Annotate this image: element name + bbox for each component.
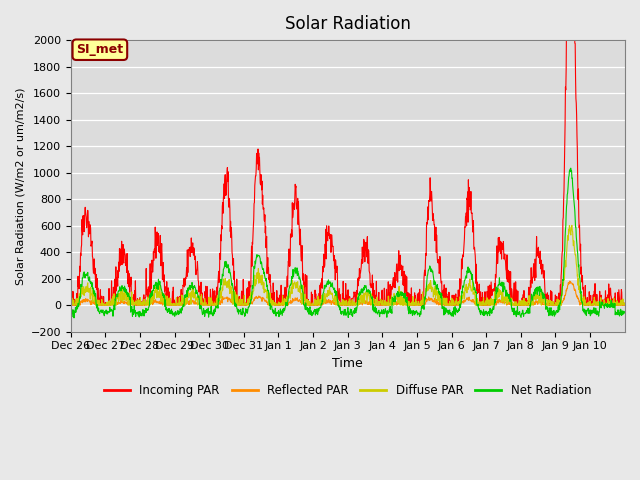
Diffuse PAR <box>67 301 75 307</box>
Diffuse PAR <box>68 302 76 308</box>
Reflected PAR <box>67 301 75 307</box>
Net Radiation <box>560 267 568 273</box>
Net Radiation <box>333 298 341 304</box>
Reflected PAR <box>154 299 161 304</box>
Reflected PAR <box>67 302 75 308</box>
Net Radiation <box>479 312 486 317</box>
Line: Incoming PAR: Incoming PAR <box>71 0 625 305</box>
Net Radiation <box>70 315 78 321</box>
Diffuse PAR <box>568 222 576 228</box>
Incoming PAR <box>323 234 331 240</box>
Incoming PAR <box>67 298 75 304</box>
Incoming PAR <box>621 302 628 308</box>
Net Radiation <box>567 165 575 171</box>
Incoming PAR <box>560 198 568 204</box>
Legend: Incoming PAR, Reflected PAR, Diffuse PAR, Net Radiation: Incoming PAR, Reflected PAR, Diffuse PAR… <box>99 379 596 401</box>
Net Radiation <box>621 309 628 314</box>
X-axis label: Time: Time <box>332 357 363 370</box>
Incoming PAR <box>154 237 161 243</box>
Line: Diffuse PAR: Diffuse PAR <box>71 225 625 305</box>
Reflected PAR <box>560 297 568 303</box>
Diffuse PAR <box>479 302 486 308</box>
Incoming PAR <box>67 302 75 308</box>
Net Radiation <box>323 280 331 286</box>
Incoming PAR <box>479 290 486 296</box>
Reflected PAR <box>323 300 331 305</box>
Diffuse PAR <box>621 300 628 306</box>
Text: SI_met: SI_met <box>76 43 124 56</box>
Diffuse PAR <box>154 294 161 300</box>
Net Radiation <box>614 312 622 318</box>
Incoming PAR <box>614 297 622 303</box>
Diffuse PAR <box>614 302 622 308</box>
Reflected PAR <box>566 278 573 284</box>
Reflected PAR <box>614 302 622 308</box>
Line: Reflected PAR: Reflected PAR <box>71 281 625 305</box>
Net Radiation <box>154 280 161 286</box>
Reflected PAR <box>333 302 341 308</box>
Diffuse PAR <box>333 296 341 301</box>
Diffuse PAR <box>560 280 568 286</box>
Title: Solar Radiation: Solar Radiation <box>285 15 411 33</box>
Net Radiation <box>67 309 75 314</box>
Reflected PAR <box>479 302 486 308</box>
Incoming PAR <box>333 271 341 277</box>
Reflected PAR <box>621 300 628 306</box>
Line: Net Radiation: Net Radiation <box>71 168 625 318</box>
Diffuse PAR <box>323 294 331 300</box>
Y-axis label: Solar Radiation (W/m2 or um/m2/s): Solar Radiation (W/m2 or um/m2/s) <box>15 87 25 285</box>
